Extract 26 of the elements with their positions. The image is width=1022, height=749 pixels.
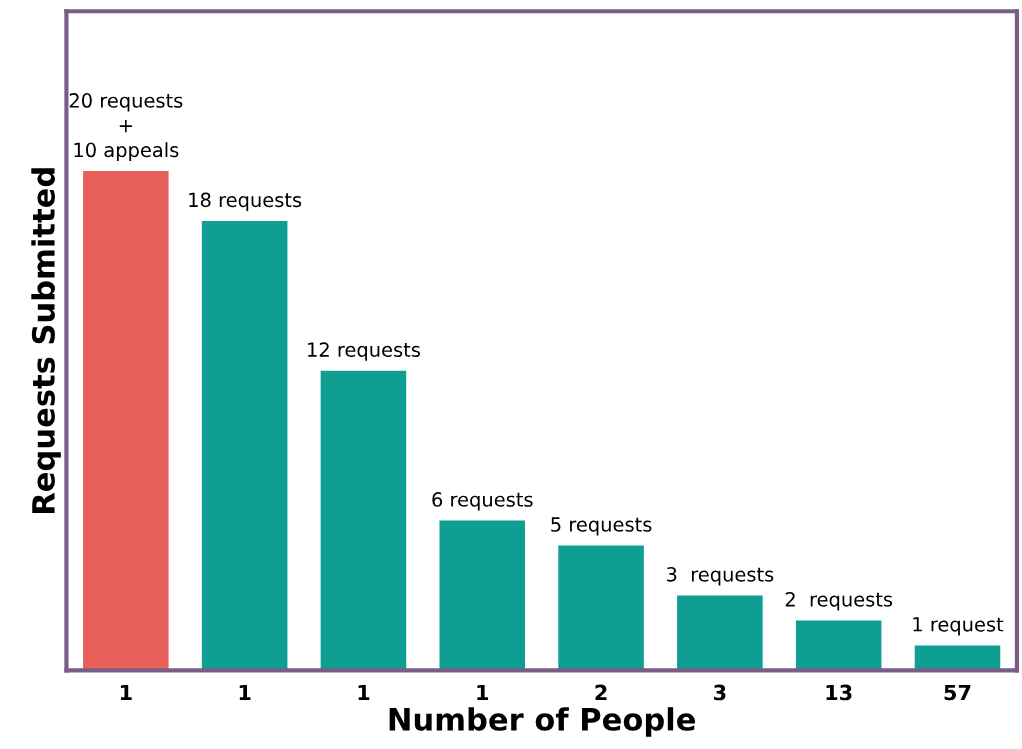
x-tick-label: 57 — [944, 684, 971, 701]
bar — [201, 220, 288, 671]
x-tick-label: 3 — [714, 684, 726, 701]
x-tick-label: 1 — [239, 684, 251, 701]
bar — [795, 620, 882, 671]
bar — [914, 645, 1001, 671]
data-label: 12 requests — [308, 342, 420, 361]
bar — [83, 171, 169, 671]
bar — [320, 370, 407, 671]
data-label: 2 requests — [785, 591, 893, 611]
data-label: 5 requests — [551, 517, 652, 536]
bar — [558, 545, 644, 671]
y-axis-title: Requests Submitted — [31, 168, 61, 513]
data-label: 18 requests — [189, 192, 302, 211]
x-tick-label: 1 — [120, 684, 132, 701]
data-label: 1 request — [913, 617, 1004, 636]
x-tick-label: 1 — [477, 684, 489, 701]
x-tick-label: 13 — [826, 684, 852, 701]
data-label: 20 requests + 10 appeals — [69, 93, 183, 162]
bar — [439, 520, 526, 671]
x-tick-label: 1 — [358, 684, 370, 701]
x-tick-label: 2 — [595, 684, 607, 701]
data-label: 3 requests — [666, 566, 774, 586]
data-label: 6 requests — [432, 492, 533, 511]
bar — [677, 595, 763, 671]
x-axis-title: Number of People — [389, 707, 695, 737]
